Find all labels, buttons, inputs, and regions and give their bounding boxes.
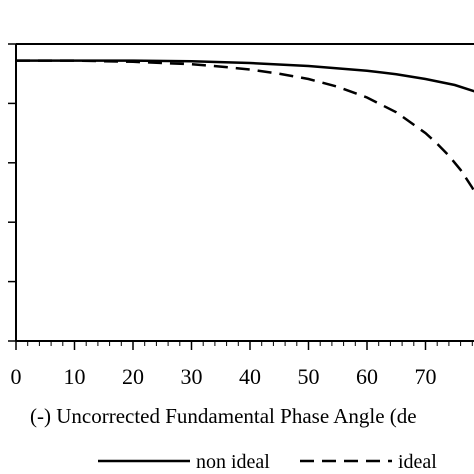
x-tick-label: 70 (415, 364, 437, 389)
x-tick-label: 30 (181, 364, 203, 389)
x-axis-ticks (15, 341, 473, 350)
legend-label-non-ideal: non ideal (196, 451, 270, 473)
x-tick-label: 50 (298, 364, 320, 389)
plot-frame (15, 43, 474, 342)
x-axis-tick-labels: 0102030405060708 (11, 364, 437, 389)
series-line-ideal (16, 59, 474, 194)
x-tick-label: 10 (64, 364, 86, 389)
series-line-non-ideal (16, 59, 474, 93)
legend-label-ideal: ideal (398, 451, 437, 473)
x-axis-title: (-) Uncorrected Fundamental Phase Angle … (30, 404, 417, 428)
x-tick-label: 40 (239, 364, 261, 389)
legend: non ideal ideal (98, 451, 437, 473)
x-tick-label: 60 (356, 364, 378, 389)
y-axis-ticks (8, 43, 16, 342)
x-tick-label: 20 (122, 364, 144, 389)
x-tick-label: 0 (11, 364, 22, 389)
series-lines (16, 59, 474, 194)
